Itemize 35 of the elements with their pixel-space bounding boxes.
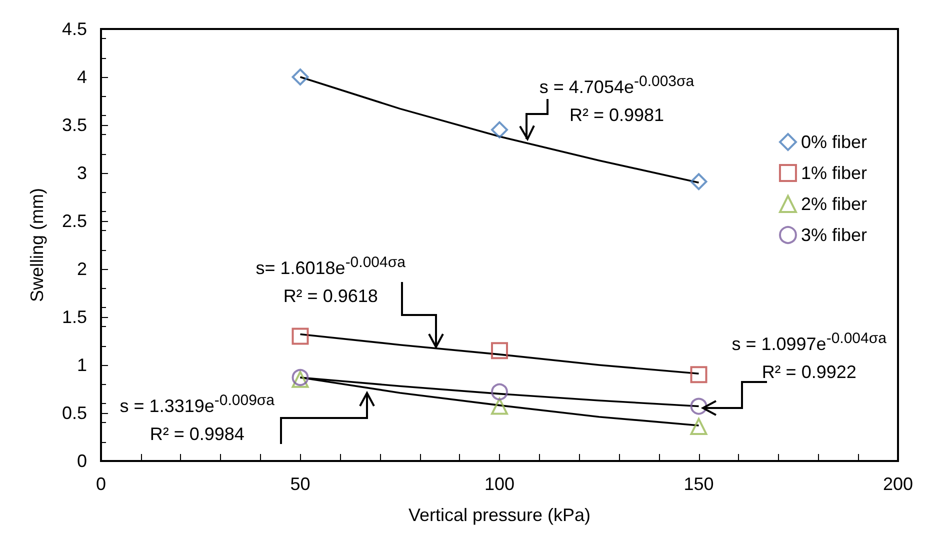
y-tick-label: 0.5 [62,403,87,423]
x-tick-label: 150 [684,474,714,494]
x-axis-title: Vertical pressure (kPa) [408,505,591,525]
point [491,121,508,138]
annotation: s = 4.7054e$^{-0.003σa}$ R² = 0.9981 [539,72,694,128]
y-tick-label: 4 [76,67,87,87]
y-tick-label: 0 [76,451,87,471]
point [491,342,508,360]
legend-label: 3% fiber [800,225,868,245]
annotation: s= 1.6018e$^{-0.004σa}$ R² = 0.9618 [256,252,406,308]
point [491,398,508,415]
legend-label: 0% fiber [800,132,868,152]
y-tick-label: 3 [76,163,87,183]
point [491,383,508,400]
point [690,173,708,190]
point [292,328,309,345]
y-tick-label: 3.5 [62,115,87,135]
y-tick-label: 1.5 [62,307,87,327]
point [292,68,309,86]
annotation: s = 1.0997e$^{-0.004σa}$ R² = 0.9922 [732,329,886,384]
x-tick-label: 200 [882,474,914,494]
y-tick-label: 2.5 [62,211,87,231]
x-tick-label: 100 [484,474,515,494]
legend-label: 2% fiber [800,194,868,214]
point [690,398,708,415]
x-tick-label: 0 [96,474,106,494]
y-tick-label: 4.5 [62,19,87,39]
y-tick-label: 1 [76,355,87,375]
point [690,418,708,435]
annotation: s = 1.3319e$^{-0.009σa}$ R² = 0.9984 [120,390,275,446]
y-axis-title: Swelling (mm) [27,188,47,302]
x-tick-label: 50 [290,474,310,494]
legend-label: 1% fiber [800,163,868,183]
point [690,366,708,384]
y-tick-label: 2 [76,259,87,279]
